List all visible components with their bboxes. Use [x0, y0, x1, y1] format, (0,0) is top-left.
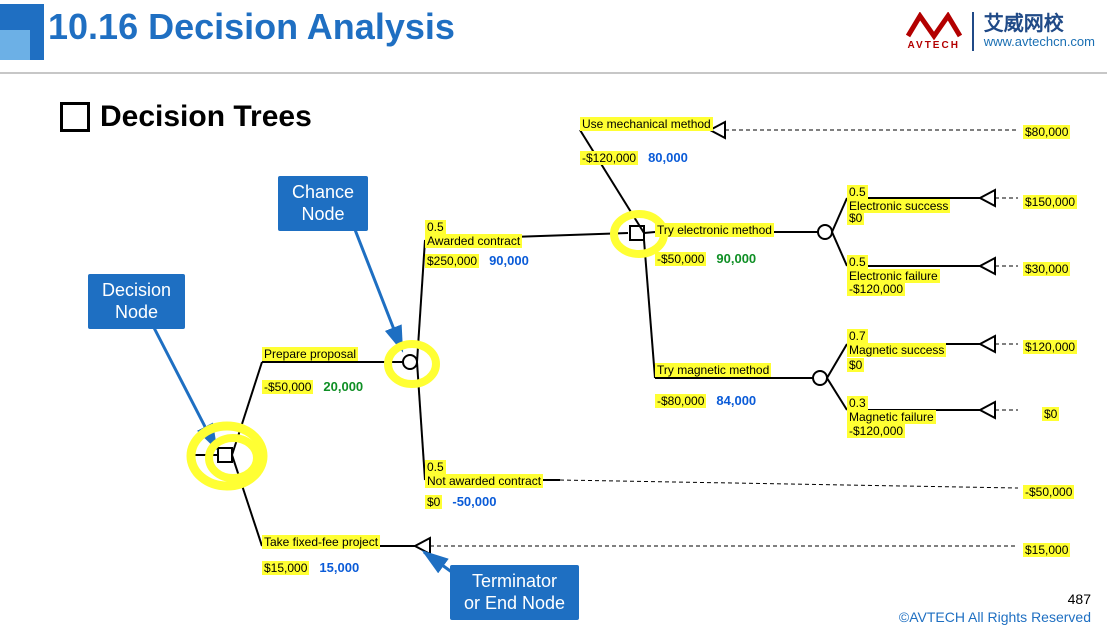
subtitle-wrap: Decision Trees — [60, 100, 312, 134]
branch-label-elec_s: 0.5Electronic success — [847, 185, 950, 213]
footer-copyright: ©AVTECH All Rights Reserved — [899, 609, 1091, 625]
logo-cn-name: 艾威网校 — [984, 14, 1064, 34]
end-node-icon — [980, 402, 995, 418]
payoff-p_notaward: -$50,000 — [1023, 485, 1074, 499]
branch-label-notawarded: 0.5Not awarded contract — [425, 460, 543, 488]
title-block-light — [0, 30, 30, 60]
chance-node-icon — [818, 225, 832, 239]
branch-label-mag_s: 0.7Magnetic success — [847, 329, 946, 357]
branch-label-awarded: 0.5Awarded contract — [425, 220, 522, 248]
branch-value-mag: -$80,000 84,000 — [655, 393, 756, 408]
branch-label-prepare: Prepare proposal — [262, 347, 358, 361]
chance-node-icon — [813, 371, 827, 385]
branch-label-mech: Use mechanical method — [580, 117, 713, 131]
end-node-icon — [415, 538, 430, 554]
branch-value-notawarded: $0 -50,000 — [425, 494, 496, 509]
branch-label-mag_f: 0.3Magnetic failure — [847, 396, 936, 424]
branch-value-awarded: $250,000 90,000 — [425, 253, 529, 268]
end-node-icon — [980, 336, 995, 352]
payoff-p_mech: $80,000 — [1023, 125, 1070, 139]
logo-url: www.avtechcn.com — [984, 34, 1095, 50]
logo-av-icon — [906, 12, 962, 40]
logo-brand-text: AVTECH — [908, 40, 960, 51]
highlight-scribble — [382, 338, 442, 390]
payoff-p_mag_s: $120,000 — [1023, 340, 1077, 354]
highlight-scribble — [185, 416, 275, 496]
payoff-p_elec_s: $150,000 — [1023, 195, 1077, 209]
logo-text: 艾威网校 www.avtechcn.com — [982, 14, 1095, 50]
branch-label-mag: Try magnetic method — [655, 363, 771, 377]
callout-decision-node: DecisionNode — [88, 274, 185, 329]
callout-chance-node: ChanceNode — [278, 176, 368, 231]
slide: 10.16 Decision Analysis AVTECH 艾威网校 www.… — [0, 0, 1107, 629]
branch-value-mech: -$120,000 80,000 — [580, 150, 688, 165]
slide-title: 10.16 Decision Analysis — [48, 6, 455, 48]
payoff-p_mag_f: $0 — [1042, 407, 1059, 421]
end-node-icon — [980, 258, 995, 274]
title-underline — [0, 72, 1107, 74]
branch-label-elec: Try electronic method — [655, 223, 774, 237]
bullet-box-icon — [60, 102, 90, 132]
branch-value-elec_f: -$120,000 — [847, 282, 905, 296]
branch-value-elec: -$50,000 90,000 — [655, 251, 756, 266]
branch-value-mag_f: -$120,000 — [847, 424, 905, 438]
logo-mark: AVTECH — [906, 12, 974, 51]
branch-label-takefixed: Take fixed-fee project — [262, 535, 380, 549]
page-number: 487 — [1068, 591, 1091, 607]
end-node-icon — [980, 190, 995, 206]
payoff-p_fixed: $15,000 — [1023, 543, 1070, 557]
logo: AVTECH 艾威网校 www.avtechcn.com — [906, 12, 1095, 51]
branch-value-prepare: -$50,000 20,000 — [262, 379, 363, 394]
subtitle: Decision Trees — [100, 100, 312, 134]
branch-value-takefixed: $15,000 15,000 — [262, 560, 359, 575]
branch-value-mag_s: $0 — [847, 358, 864, 372]
payoff-p_elec_f: $30,000 — [1023, 262, 1070, 276]
callout-terminator-node: Terminatoror End Node — [450, 565, 579, 620]
branch-label-elec_f: 0.5Electronic failure — [847, 255, 940, 283]
branch-value-elec_s: $0 — [847, 211, 864, 225]
